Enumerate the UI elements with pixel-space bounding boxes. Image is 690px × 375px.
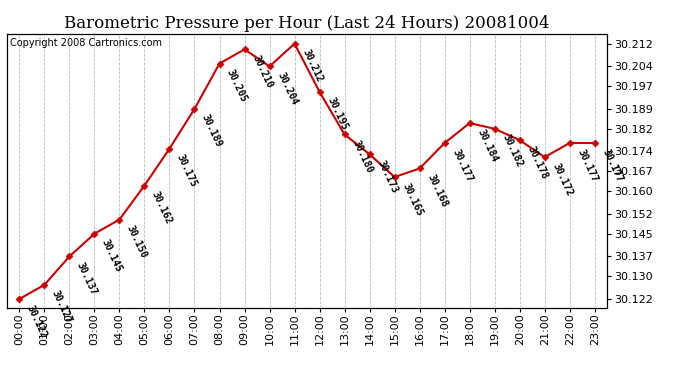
Text: 30.195: 30.195 (325, 96, 349, 132)
Text: 30.150: 30.150 (125, 224, 149, 260)
Text: 30.137: 30.137 (75, 261, 99, 297)
Text: 30.210: 30.210 (250, 54, 274, 90)
Text: Copyright 2008 Cartronics.com: Copyright 2008 Cartronics.com (10, 38, 162, 48)
Text: 30.172: 30.172 (550, 161, 574, 198)
Text: 30.173: 30.173 (375, 159, 399, 195)
Text: 30.168: 30.168 (425, 172, 449, 209)
Text: 30.122: 30.122 (25, 303, 49, 339)
Text: 30.165: 30.165 (400, 181, 424, 218)
Text: 30.127: 30.127 (50, 289, 74, 325)
Text: 30.204: 30.204 (275, 70, 299, 107)
Text: 30.205: 30.205 (225, 68, 249, 104)
Text: 30.177: 30.177 (450, 147, 474, 183)
Text: 30.175: 30.175 (175, 153, 199, 189)
Text: 30.178: 30.178 (525, 144, 549, 180)
Text: 30.184: 30.184 (475, 127, 499, 164)
Text: 30.177: 30.177 (575, 147, 599, 183)
Title: Barometric Pressure per Hour (Last 24 Hours) 20081004: Barometric Pressure per Hour (Last 24 Ho… (64, 15, 550, 32)
Text: 30.162: 30.162 (150, 190, 174, 226)
Text: 30.182: 30.182 (500, 133, 524, 169)
Text: 30.212: 30.212 (300, 48, 324, 84)
Text: 30.177: 30.177 (600, 147, 624, 183)
Text: 30.180: 30.180 (350, 139, 374, 175)
Text: 30.145: 30.145 (100, 238, 124, 274)
Text: 30.189: 30.189 (200, 113, 224, 149)
